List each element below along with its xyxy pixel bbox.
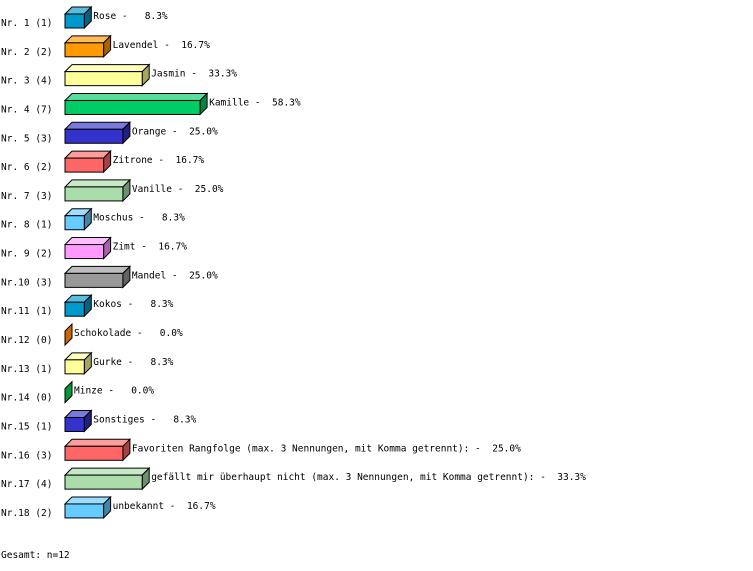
value-label: Zimt - 16.7% bbox=[113, 242, 188, 253]
value-label: Schokolade - 0.0% bbox=[74, 328, 183, 339]
category-label: Nr. 6 (2) bbox=[1, 162, 52, 173]
bar bbox=[64, 380, 73, 404]
bar bbox=[64, 359, 85, 375]
bar bbox=[64, 301, 85, 317]
value-label: Kokos - 8.3% bbox=[93, 299, 173, 310]
value-label: Gurke - 8.3% bbox=[93, 357, 173, 368]
category-label: Nr.12 (0) bbox=[1, 335, 52, 346]
value-label: Kamille - 58.3% bbox=[209, 98, 301, 109]
category-label: Nr.13 (1) bbox=[1, 364, 52, 375]
bar bbox=[64, 272, 124, 288]
bar bbox=[64, 13, 85, 29]
bar bbox=[64, 474, 143, 490]
category-label: Nr. 5 (3) bbox=[1, 133, 52, 144]
bar-top bbox=[63, 92, 209, 101]
bar bbox=[64, 42, 105, 58]
bar-top bbox=[63, 179, 132, 188]
value-label: Jasmin - 33.3% bbox=[151, 69, 237, 80]
bar bbox=[64, 416, 85, 432]
value-label: Orange - 25.0% bbox=[132, 126, 218, 137]
category-label: Nr. 8 (1) bbox=[1, 220, 52, 231]
category-label: Nr. 3 (4) bbox=[1, 76, 52, 87]
value-label: Vanille - 25.0% bbox=[132, 184, 224, 195]
bar-top bbox=[63, 150, 112, 159]
category-label: Nr. 4 (7) bbox=[1, 105, 52, 116]
category-label: Nr. 9 (2) bbox=[1, 249, 52, 260]
value-label: unbekannt - 16.7% bbox=[113, 501, 216, 512]
value-label: Favoriten Rangfolge (max. 3 Nennungen, m… bbox=[132, 443, 521, 454]
bar-top bbox=[63, 35, 112, 44]
bar bbox=[64, 503, 105, 519]
bar-top bbox=[63, 265, 132, 274]
bar-top bbox=[63, 64, 151, 73]
bar-top bbox=[63, 237, 112, 246]
category-label: Nr. 2 (2) bbox=[1, 47, 52, 58]
bar bbox=[64, 445, 124, 461]
category-label: Nr.16 (3) bbox=[1, 450, 52, 461]
bar-top bbox=[63, 438, 132, 447]
bar-top bbox=[63, 121, 132, 130]
value-label: Minze - 0.0% bbox=[74, 386, 154, 397]
value-label: gefällt mir überhaupt nicht (max. 3 Nenn… bbox=[151, 472, 586, 483]
category-label: Nr.15 (1) bbox=[1, 422, 52, 433]
category-label: Nr. 7 (3) bbox=[1, 191, 52, 202]
value-label: Rose - 8.3% bbox=[93, 11, 168, 22]
bar-top bbox=[63, 496, 112, 505]
bar bbox=[64, 99, 201, 115]
bar-top bbox=[63, 467, 151, 476]
bar bbox=[64, 186, 124, 202]
category-label: Nr.17 (4) bbox=[1, 479, 52, 490]
bar bbox=[64, 244, 105, 260]
category-label: Nr.10 (3) bbox=[1, 277, 52, 288]
total-label: Gesamt: n=12 bbox=[1, 550, 70, 561]
bar bbox=[64, 128, 124, 144]
category-label: Nr.18 (2) bbox=[1, 508, 52, 519]
category-label: Nr. 1 (1) bbox=[1, 18, 52, 29]
value-label: Mandel - 25.0% bbox=[132, 270, 218, 281]
value-label: Sonstiges - 8.3% bbox=[93, 415, 196, 426]
category-label: Nr.11 (1) bbox=[1, 306, 52, 317]
bar bbox=[64, 71, 143, 87]
bar bbox=[64, 157, 105, 173]
value-label: Moschus - 8.3% bbox=[93, 213, 185, 224]
bar bbox=[64, 215, 85, 231]
bar bbox=[64, 322, 73, 347]
value-label: Lavendel - 16.7% bbox=[113, 40, 211, 51]
category-label: Nr.14 (0) bbox=[1, 393, 52, 404]
value-label: Zitrone - 16.7% bbox=[113, 155, 205, 166]
